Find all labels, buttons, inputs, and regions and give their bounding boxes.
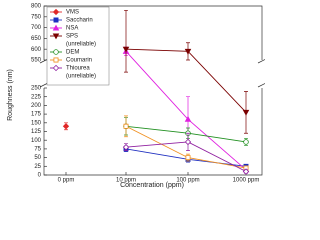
- y-tick-label: 200: [31, 103, 42, 109]
- legend-label: SPS: [66, 34, 78, 40]
- legend-label: Thiourea: [66, 66, 90, 72]
- x-tick-label: 100 ppm: [176, 178, 199, 184]
- marker: [242, 168, 250, 175]
- marker: [243, 165, 249, 171]
- y-tick-label: 0: [38, 173, 42, 179]
- y-axis-label: Roughness (nm): [7, 69, 14, 121]
- marker: [122, 46, 130, 53]
- legend-marker: [52, 8, 60, 16]
- y-tick-label: 50: [34, 155, 41, 161]
- x-tick-label: 1000 ppm: [233, 178, 260, 184]
- marker: [123, 123, 129, 129]
- y-tick-label: 75: [34, 146, 41, 152]
- x-tick-label: 0 ppm: [58, 178, 75, 184]
- y-tick-label: 150: [31, 120, 42, 126]
- y-tick-label: 650: [31, 36, 42, 42]
- y-tick-label: 225: [31, 94, 42, 100]
- legend-marker: [52, 24, 60, 31]
- x-tick-label: 10 ppm: [116, 178, 136, 184]
- y-tick-label: 25: [34, 164, 41, 170]
- y-tick-label: 550: [31, 58, 42, 64]
- marker: [185, 155, 191, 161]
- legend-marker: [53, 49, 59, 55]
- axis-break: [39, 58, 265, 88]
- y-tick-label: 175: [31, 112, 42, 118]
- legend-marker: [52, 33, 60, 40]
- marker: [243, 139, 249, 145]
- legend-note: (unreliable): [66, 74, 96, 80]
- legend-marker: [52, 64, 60, 72]
- legend-note: (unreliable): [66, 42, 96, 48]
- legend-label: NSA: [66, 26, 78, 32]
- marker: [184, 138, 192, 146]
- marker: [122, 143, 130, 151]
- marker: [184, 115, 192, 122]
- y-tick-label: 100: [31, 138, 42, 144]
- legend-marker: [53, 57, 59, 63]
- marker: [62, 123, 70, 130]
- marker: [184, 48, 192, 55]
- y-tick-label: 250: [31, 86, 42, 92]
- legend-label: VMS: [66, 10, 79, 16]
- y-tick-label: 700: [31, 25, 42, 31]
- series-line: [125, 48, 247, 113]
- chart: Roughness (nm) Concentration (ppm) 0 25 50…: [7, 4, 265, 189]
- legend-marker: [53, 17, 59, 23]
- x-axis-label: Concentration (ppm): [120, 182, 184, 189]
- y-tick-label: 600: [31, 47, 42, 53]
- y-tick-label: 750: [31, 14, 42, 20]
- marker: [242, 109, 250, 116]
- legend-label: DEM: [66, 50, 79, 56]
- legend-label: Saccharin: [66, 18, 93, 24]
- error-bar: [124, 9, 128, 73]
- y-tick-label: 125: [31, 129, 42, 135]
- y-tick-label: 800: [31, 4, 42, 10]
- legend-label: Coumarin: [66, 58, 92, 64]
